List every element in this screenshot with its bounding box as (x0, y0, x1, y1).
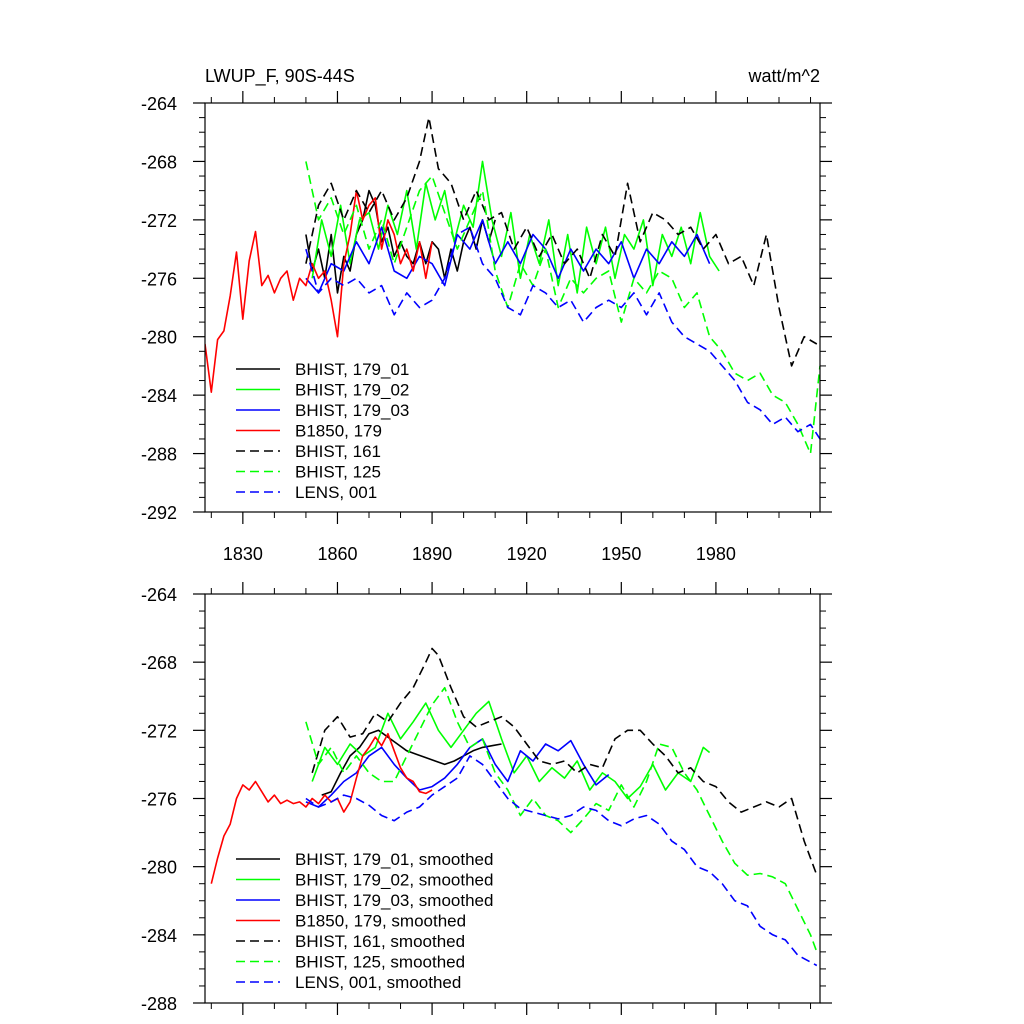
top-series-line-4 (305, 116, 818, 367)
bottom-series-line-5 (305, 686, 818, 953)
bottom-series-line-3 (210, 732, 433, 884)
top-series-line-3 (205, 189, 433, 394)
top-legend-label: BHIST, 179_02 (295, 381, 409, 400)
panel-bottom: -264 -268 -272 -276 -280 -284 -288 BHIST, 179_0… (141, 582, 832, 1015)
bottom-legend-label: BHIST, 179_02, smoothed (295, 871, 493, 890)
bottom-legend-label: BHIST, 125, smoothed (295, 953, 465, 972)
top-x-tick-label: 1890 (412, 544, 452, 564)
top-chart-title: LWUP_F, 90S-44S (205, 66, 355, 87)
top-x-tick-label: 1920 (507, 544, 547, 564)
bottom-legend-label: BHIST, 161, smoothed (295, 932, 465, 951)
bottom-legend: BHIST, 179_01, smoothed BHIST, 179_02, sm… (236, 850, 493, 992)
top-units-label: watt/m^2 (748, 66, 820, 86)
top-y-tick-label: -272 (141, 211, 177, 231)
bottom-y-tick-label: -288 (141, 994, 177, 1014)
bottom-series-line-4 (311, 647, 818, 876)
top-y-tick-label: -292 (141, 503, 177, 523)
top-series-group (205, 116, 820, 455)
top-legend-label: B1850, 179 (295, 422, 382, 441)
bottom-series-line-0 (321, 729, 502, 796)
bottom-legend-label: LENS, 001, smoothed (295, 973, 461, 992)
top-y-tick-label: -284 (141, 386, 177, 406)
top-y-tick-label: -268 (141, 152, 177, 172)
top-legend-label: BHIST, 161 (295, 442, 381, 461)
bottom-y-tick-label: -284 (141, 926, 177, 946)
top-series-line-5 (305, 161, 820, 455)
top-x-tick-label: 1830 (223, 544, 263, 564)
top-y-tick-label: -276 (141, 269, 177, 289)
bottom-series-line-2 (305, 738, 610, 808)
bottom-series-group (210, 647, 818, 967)
bottom-legend-label: BHIST, 179_03, smoothed (295, 891, 493, 910)
top-x-tick-label: 1860 (317, 544, 357, 564)
top-x-tick-label: 1950 (601, 544, 641, 564)
bottom-y-tick-label: -272 (141, 721, 177, 741)
top-y-tick-label: -280 (141, 328, 177, 348)
top-x-tick-label: 1980 (696, 544, 736, 564)
bottom-y-tick-label: -276 (141, 790, 177, 810)
bottom-y-tick-label: -268 (141, 653, 177, 673)
bottom-series-line-6 (305, 755, 818, 967)
top-legend-label: BHIST, 179_03 (295, 401, 409, 420)
top-series-line-2 (305, 219, 711, 294)
bottom-legend-label: BHIST, 179_01, smoothed (295, 850, 493, 869)
top-legend-label: LENS, 001 (295, 483, 377, 502)
top-series-line-6 (305, 226, 820, 440)
bottom-y-tick-label: -280 (141, 858, 177, 878)
top-legend-label: BHIST, 179_01 (295, 360, 409, 379)
panel-top: 1830 1860 1890 1920 1950 1980 -264 -268 -272 -276… (141, 66, 832, 564)
bottom-y-tick-label: -264 (141, 585, 177, 605)
top-legend-label: BHIST, 125 (295, 463, 381, 482)
top-y-tick-label: -288 (141, 445, 177, 465)
bottom-legend-label: B1850, 179, smoothed (295, 912, 466, 931)
bottom-series-line-1 (311, 700, 711, 800)
top-y-tick-label: -264 (141, 94, 177, 114)
